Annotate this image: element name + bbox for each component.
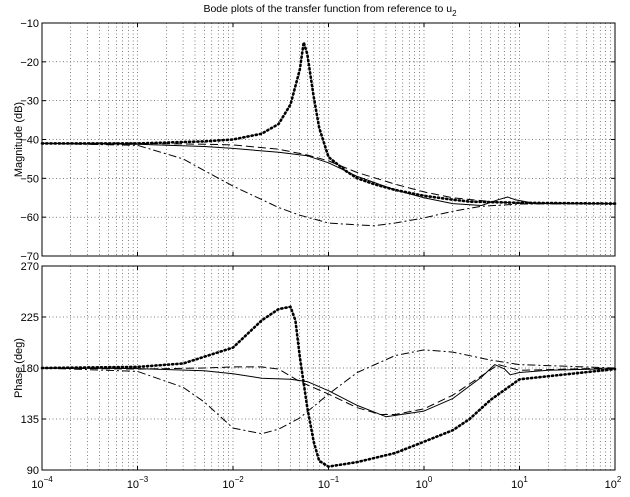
- phase-x-tick-label: 102: [605, 475, 622, 491]
- phase-y-tick-label: 180: [21, 363, 39, 375]
- magnitude-series-dotted: [40, 41, 617, 205]
- phase-y-axis-label: Phase (deg): [13, 338, 25, 398]
- phase-y-tick-label: 270: [21, 261, 39, 273]
- chart-title: Bode plots of the transfer function from…: [203, 3, 457, 18]
- chart-title-text: Bode plots of the transfer function from…: [203, 3, 452, 15]
- phase-x-tick-label: 10−3: [127, 475, 149, 491]
- magnitude-y-tick-label: −20: [20, 57, 39, 69]
- phase-x-tick-label: 10−1: [318, 475, 340, 491]
- magnitude-panel: −70 −60 −50 −40 −30 −20 −10 Magnitude (dB): [13, 18, 617, 263]
- magnitude-y-tick-label: −40: [20, 135, 39, 147]
- phase-series-solid: [41, 364, 616, 418]
- phase-y-tick-label: 225: [21, 312, 39, 324]
- phase-series-dashed: [41, 364, 616, 415]
- magnitude-y-tick-label: −30: [20, 96, 39, 108]
- phase-x-tick-label: 100: [416, 475, 433, 491]
- magnitude-y-axis-label: Magnitude (dB): [13, 102, 25, 177]
- phase-y-tick-label: 135: [21, 414, 39, 426]
- magnitude-series-dashdot: [41, 142, 616, 227]
- phase-x-tick-label: 10−4: [31, 475, 53, 491]
- phase-y-tick-label: 90: [27, 465, 39, 477]
- phase-panel: 90 135 180 225 270 10−4 10−3 10−2 10−1 100 101 102 P…: [13, 261, 622, 491]
- magnitude-y-tick-label: −70: [20, 251, 39, 263]
- magnitude-y-tick-label: −50: [20, 173, 39, 185]
- phase-series-dashdot: [41, 349, 616, 435]
- phase-series-dotted: [40, 305, 617, 468]
- phase-x-tick-label: 10−2: [222, 475, 244, 491]
- magnitude-y-tick-label: −60: [20, 212, 39, 224]
- magnitude-y-tick-label: −10: [20, 18, 39, 30]
- phase-x-tick-label: 101: [511, 475, 528, 491]
- chart-title-subscript: 2: [452, 9, 457, 18]
